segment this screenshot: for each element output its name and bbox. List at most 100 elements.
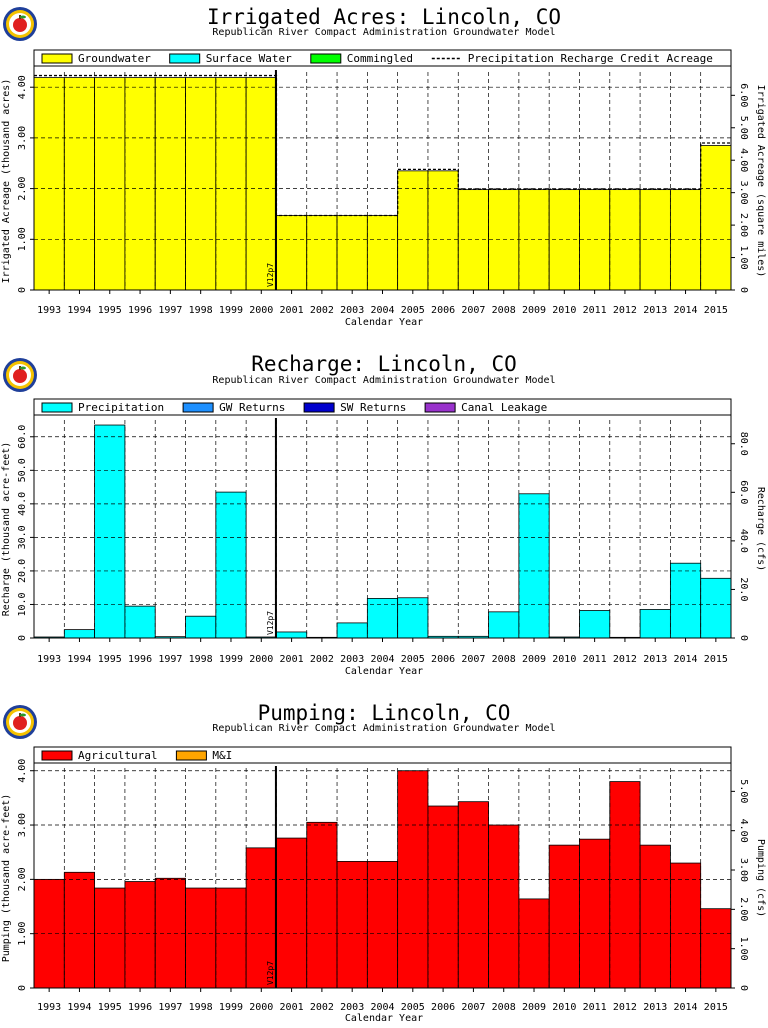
bar-agricultural [427, 805, 459, 989]
y-tick-label: 40.0 [17, 492, 28, 516]
x-axis-label: Calendar Year [345, 317, 423, 328]
legend-label: SW Returns [340, 401, 406, 414]
bar-agricultural [215, 887, 247, 989]
bar-groundwater [276, 215, 308, 291]
bar-agricultural [185, 887, 217, 989]
legend-swatch [41, 750, 73, 761]
x-tick-label: 2013 [643, 305, 667, 316]
y-tick-label: 10.0 [17, 592, 28, 616]
legend-label: GW Returns [219, 401, 285, 414]
y-axis-label: Pumping (thousand acre-feet) [1, 794, 12, 963]
x-tick-label: 1993 [37, 1002, 61, 1013]
x-tick-label: 2000 [249, 654, 273, 665]
x-tick-label: 2005 [401, 305, 425, 316]
legend-swatch [303, 402, 335, 413]
chart-subtitle: Republican River Compact Administration … [212, 723, 555, 734]
x-tick-label: 1996 [128, 305, 152, 316]
chart-title: Recharge: Lincoln, CO [251, 352, 517, 376]
bar-groundwater [336, 215, 368, 291]
x-tick-label: 2009 [522, 305, 546, 316]
bar-precipitation [94, 424, 126, 639]
y-axis-label: Recharge (thousand acre-feet) [1, 442, 12, 617]
y-tick-label: 60.0 [17, 425, 28, 449]
y-right-axis-label: Recharge (cfs) [755, 487, 766, 571]
x-tick-label: 2004 [370, 1002, 394, 1013]
chart-title: Irrigated Acres: Lincoln, CO [207, 5, 561, 29]
x-tick-label: 2011 [583, 654, 607, 665]
bar-precipitation [518, 493, 550, 639]
y-right-tick-label: 5.00 [738, 779, 749, 803]
x-tick-label: 1994 [67, 305, 91, 316]
x-tick-label: 2009 [522, 1002, 546, 1013]
x-tick-label: 1995 [98, 305, 122, 316]
y-right-axis-label: Irrigated Acreage (square miles) [755, 85, 766, 278]
x-tick-label: 1995 [98, 654, 122, 665]
bar-precipitation [700, 577, 732, 639]
x-tick-label: 2007 [461, 305, 485, 316]
x-tick-label: 2011 [583, 305, 607, 316]
y-tick-label: 1.00 [17, 227, 28, 251]
y-right-tick-label: 4.00 [738, 819, 749, 843]
chart-title: Pumping: Lincoln, CO [258, 701, 511, 725]
x-tick-label: 1998 [189, 1002, 213, 1013]
bar-agricultural [94, 887, 126, 989]
x-tick-label: 1996 [128, 1002, 152, 1013]
model-version-label: V12p7 [266, 611, 275, 635]
x-tick-label: 1996 [128, 654, 152, 665]
x-tick-label: 1994 [67, 1002, 91, 1013]
chart-subtitle: Republican River Compact Administration … [212, 27, 555, 38]
x-tick-label: 2013 [643, 654, 667, 665]
legend-label: Agricultural [78, 749, 157, 762]
y-tick-label: 3.00 [17, 126, 28, 150]
y-tick-label: 0 [17, 635, 28, 641]
x-tick-label: 2010 [552, 305, 576, 316]
bar-groundwater [306, 215, 338, 291]
bar-groundwater [518, 189, 550, 291]
x-tick-label: 2000 [249, 305, 273, 316]
x-tick-label: 1999 [219, 1002, 243, 1013]
bar-agricultural [700, 908, 732, 989]
x-tick-label: 2015 [704, 305, 728, 316]
model-version-label: V12p7 [266, 263, 275, 287]
y-right-tick-label: 40.0 [738, 529, 749, 553]
x-tick-label: 2006 [431, 654, 455, 665]
y-tick-label: 0 [17, 287, 28, 293]
x-tick-label: 2008 [492, 305, 516, 316]
bar-precipitation [336, 622, 368, 639]
bar-agricultural [124, 881, 156, 989]
bar-groundwater [185, 77, 217, 291]
y-right-tick-label: 0 [738, 287, 749, 293]
bar-groundwater [488, 189, 520, 291]
x-tick-label: 1998 [189, 305, 213, 316]
bar-groundwater [33, 77, 65, 291]
bar-precipitation [185, 615, 217, 639]
bar-agricultural [154, 877, 186, 989]
y-tick-label: 3.00 [17, 813, 28, 837]
bar-agricultural [609, 781, 641, 989]
bar-groundwater [548, 189, 580, 291]
y-axis-label: Irrigated Acreage (thousand acres) [1, 79, 12, 284]
y-right-tick-label: 2.00 [738, 213, 749, 237]
apple-leaf-icon [20, 366, 26, 370]
y-tick-label: 2.00 [17, 177, 28, 201]
bar-groundwater [63, 77, 96, 291]
legend-swatch [175, 750, 207, 761]
x-tick-label: 1994 [67, 654, 91, 665]
bar-agricultural [669, 862, 702, 989]
x-tick-label: 2000 [249, 1002, 273, 1013]
bar-groundwater [94, 77, 126, 291]
x-tick-label: 2001 [280, 1002, 304, 1013]
legend-label: Surface Water [206, 52, 292, 65]
y-tick-label: 4.00 [17, 759, 28, 783]
bar-groundwater [427, 170, 459, 291]
x-tick-label: 2005 [401, 1002, 425, 1013]
x-tick-label: 2012 [613, 654, 637, 665]
legend-swatch [41, 402, 73, 413]
x-tick-label: 2007 [461, 1002, 485, 1013]
bar-precipitation [366, 598, 399, 639]
apple-leaf-icon [20, 713, 26, 717]
x-tick-label: 1995 [98, 1002, 122, 1013]
x-tick-label: 1999 [219, 654, 243, 665]
